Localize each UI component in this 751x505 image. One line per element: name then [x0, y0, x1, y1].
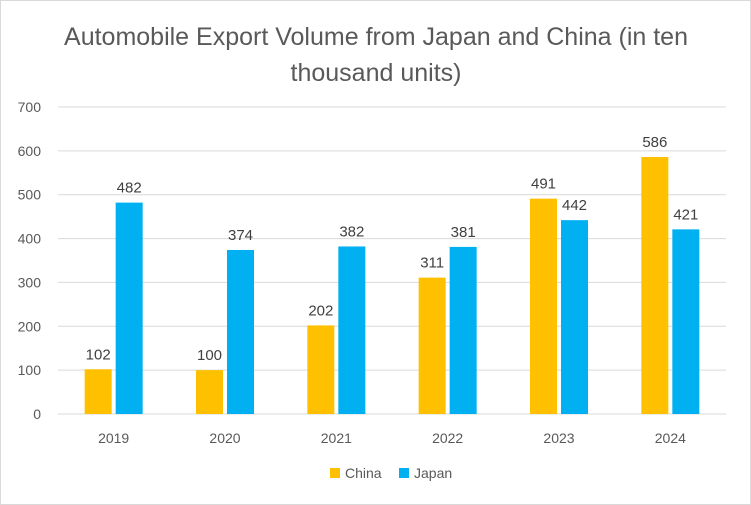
- data-label-china-2019: 102: [86, 346, 111, 363]
- x-tick-label-2019: 2019: [98, 430, 129, 446]
- data-label-japan-2019: 482: [117, 180, 142, 197]
- bar-china-2019: [84, 369, 112, 414]
- bar-china-2023: [530, 198, 557, 414]
- y-tick-label-300: 300: [18, 274, 42, 290]
- bar-japan-2023: [561, 220, 588, 414]
- data-label-china-2022: 311: [420, 255, 444, 272]
- bar-china-2024: [641, 156, 669, 415]
- legend-swatch-china: [330, 468, 340, 478]
- x-tick-label-2023: 2023: [543, 430, 574, 446]
- y-tick-label-700: 700: [18, 99, 42, 115]
- legend-label-japan: Japan: [414, 465, 452, 481]
- data-label-japan-2020: 374: [228, 227, 253, 244]
- y-tick-label-100: 100: [18, 362, 42, 378]
- bar-japan-2019: [115, 202, 143, 414]
- bar-japan-2024: [672, 229, 700, 414]
- data-label-china-2021: 202: [308, 302, 333, 319]
- y-tick-label-500: 500: [18, 187, 42, 203]
- data-label-china-2020: 100: [197, 347, 222, 364]
- y-tick-label-200: 200: [18, 318, 42, 334]
- y-tick-label-400: 400: [18, 231, 42, 247]
- legend-swatch-japan: [399, 468, 409, 478]
- data-label-china-2024: 586: [642, 134, 667, 151]
- chart-title: Automobile Export Volume from Japan and …: [64, 23, 688, 87]
- x-tick-label-2021: 2021: [321, 430, 352, 446]
- data-label-japan-2021: 382: [339, 223, 364, 240]
- y-tick-label-0: 0: [33, 406, 41, 422]
- x-tick-label-2024: 2024: [655, 430, 686, 446]
- data-label-japan-2022: 381: [451, 224, 476, 241]
- bar-japan-2022: [449, 246, 477, 414]
- bar-china-2022: [418, 277, 446, 414]
- data-label-japan-2024: 421: [673, 206, 698, 223]
- data-label-japan-2023: 442: [562, 197, 587, 214]
- bar-china-2021: [307, 325, 335, 414]
- x-tick-label-2022: 2022: [432, 430, 463, 446]
- x-tick-label-2020: 2020: [209, 430, 240, 446]
- data-label-china-2023: 491: [531, 176, 556, 193]
- bar-china-2020: [196, 370, 223, 414]
- bar-japan-2020: [227, 249, 254, 414]
- legend-label-china: China: [345, 465, 382, 481]
- bar-japan-2021: [338, 246, 366, 414]
- y-tick-label-600: 600: [18, 143, 42, 159]
